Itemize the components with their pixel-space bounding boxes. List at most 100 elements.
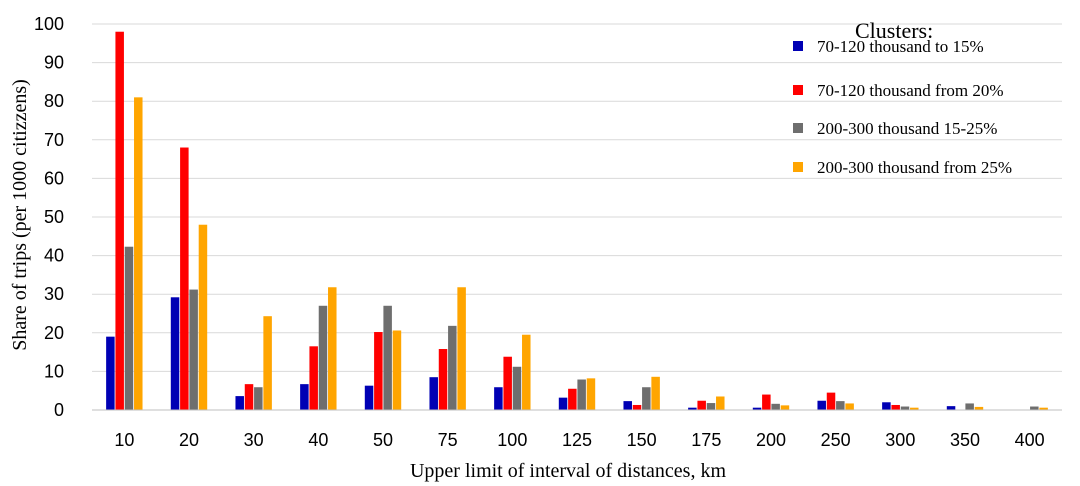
y-tick-label: 50 (44, 207, 64, 227)
x-tick-label: 150 (627, 430, 657, 450)
bar-175-series-3 (706, 403, 716, 410)
bar-250-series-2 (826, 392, 836, 410)
y-axis-title: Share of trips (per 1000 citizzens) (9, 79, 31, 351)
bar-125-series-3 (577, 379, 586, 410)
bar-125-series-1 (558, 397, 568, 410)
x-tick-label: 200 (756, 430, 786, 450)
bar-75-series-2 (438, 349, 448, 410)
bar-40-series-1 (300, 384, 309, 410)
y-tick-label: 10 (44, 361, 64, 381)
bar-40-series-4 (328, 287, 337, 410)
bar-20-series-2 (180, 147, 189, 410)
x-tick-label: 250 (821, 430, 851, 450)
bar-175-series-1 (688, 407, 697, 410)
bar-10-series-2 (115, 31, 124, 410)
bar-400-series-3 (1030, 406, 1039, 410)
bar-20-series-4 (198, 224, 208, 410)
bar-175-series-4 (716, 396, 725, 410)
bar-300-series-2 (891, 404, 900, 410)
bar-300-series-4 (910, 407, 919, 410)
bar-100-series-1 (494, 387, 503, 410)
bar-20-series-3 (189, 289, 198, 410)
y-tick-label: 80 (44, 91, 64, 111)
y-tick-label: 40 (44, 246, 64, 266)
bar-150-series-2 (632, 404, 642, 410)
x-tick-label: 350 (950, 430, 980, 450)
legend-swatch (793, 85, 803, 95)
bar-150-series-1 (623, 401, 632, 410)
x-tick-label: 300 (885, 430, 915, 450)
x-tick-label: 400 (1015, 430, 1045, 450)
x-tick-label: 100 (497, 430, 527, 450)
bar-350-series-3 (965, 403, 974, 410)
y-tick-label: 20 (44, 323, 64, 343)
bar-50-series-2 (374, 332, 383, 410)
bar-40-series-2 (309, 346, 318, 410)
x-tick-label: 175 (691, 430, 721, 450)
bar-10-series-1 (106, 336, 115, 410)
bar-150-series-3 (642, 387, 651, 410)
y-axis-ticks: 0 10 20 30 40 50 60 70 80 90 100 (34, 14, 64, 420)
bar-100-series-4 (522, 334, 531, 410)
legend-swatch (793, 41, 803, 51)
x-axis-title: Upper limit of interval of distances, km (410, 460, 726, 482)
bar-250-series-4 (845, 403, 854, 410)
x-tick-label: 10 (114, 430, 134, 450)
bar-350-series-4 (974, 406, 984, 410)
legend-label: 200-300 thousand from 25% (817, 158, 1012, 177)
y-tick-label: 100 (34, 14, 64, 34)
bar-300-series-3 (900, 406, 910, 410)
x-tick-label: 75 (438, 430, 458, 450)
bars (106, 31, 1048, 410)
bar-250-series-1 (817, 400, 826, 410)
bar-20-series-1 (170, 297, 180, 410)
legend-swatch (793, 123, 803, 133)
bar-150-series-4 (651, 376, 660, 410)
bar-30-series-4 (263, 316, 272, 410)
bar-400-series-4 (1039, 407, 1048, 410)
bar-40-series-3 (318, 305, 328, 410)
x-tick-label: 30 (244, 430, 264, 450)
bar-200-series-1 (752, 407, 762, 410)
bar-125-series-2 (568, 388, 577, 410)
bar-10-series-3 (124, 246, 134, 410)
y-tick-label: 0 (54, 400, 64, 420)
x-tick-label: 20 (179, 430, 199, 450)
bar-30-series-3 (254, 387, 263, 410)
bar-100-series-3 (512, 366, 522, 410)
bar-30-series-1 (235, 396, 244, 410)
x-tick-label: 50 (373, 430, 393, 450)
bar-50-series-1 (364, 385, 374, 410)
bar-350-series-1 (946, 406, 956, 410)
legend-label: 70-120 thousand from 20% (817, 81, 1004, 100)
bar-125-series-4 (586, 378, 596, 410)
bar-200-series-3 (771, 403, 780, 410)
legend-title: Clusters: (855, 18, 933, 43)
bar-10-series-4 (134, 97, 143, 410)
y-tick-label: 70 (44, 130, 64, 150)
bar-30-series-2 (244, 384, 254, 410)
bar-50-series-3 (383, 305, 392, 410)
bar-250-series-3 (836, 401, 845, 410)
bar-200-series-4 (780, 405, 790, 410)
bar-175-series-2 (697, 400, 706, 410)
y-tick-label: 60 (44, 168, 64, 188)
bar-75-series-3 (448, 325, 457, 410)
gridlines (92, 23, 1062, 372)
legend-label: 70-120 thousand to 15% (817, 37, 984, 56)
x-axis-ticks: 10 20 30 40 50 75 100 125 150 175 200 250 300 350 400 (114, 430, 1044, 450)
bar-75-series-1 (429, 377, 438, 410)
bar-50-series-4 (392, 330, 402, 410)
legend-swatch (793, 162, 803, 172)
legend: Clusters: 70-120 thousand to 15% 70-120 t… (793, 18, 1012, 177)
legend-label: 200-300 thousand 15-25% (817, 119, 997, 138)
bar-100-series-2 (503, 356, 512, 410)
y-tick-label: 30 (44, 284, 64, 304)
y-tick-label: 90 (44, 53, 64, 73)
bar-75-series-4 (457, 287, 466, 410)
bar-300-series-1 (882, 402, 891, 410)
x-tick-label: 125 (562, 430, 592, 450)
x-tick-label: 40 (308, 430, 328, 450)
bar-200-series-2 (762, 394, 771, 410)
